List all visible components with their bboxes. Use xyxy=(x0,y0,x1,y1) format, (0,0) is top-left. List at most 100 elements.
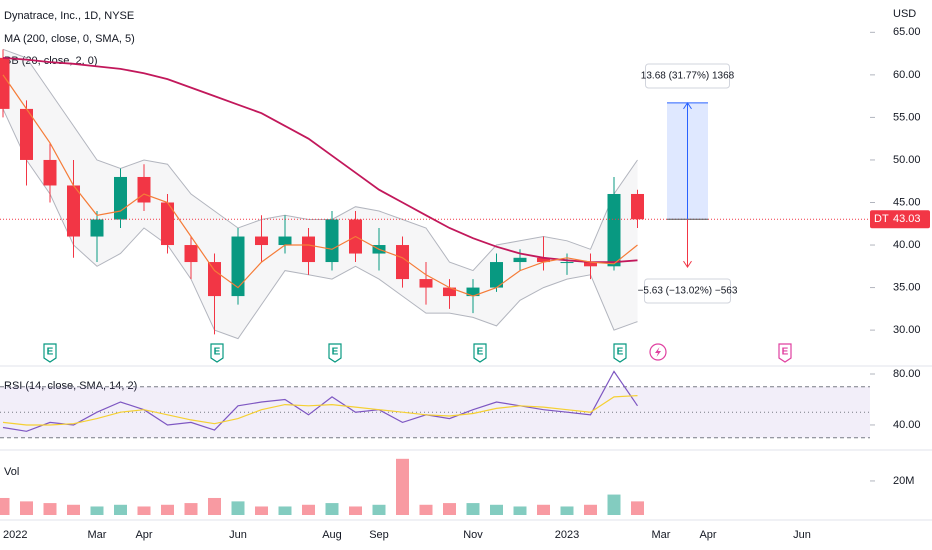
earnings-icon xyxy=(473,343,487,363)
candle-body xyxy=(513,257,527,263)
candle-body xyxy=(161,202,174,246)
volume-bar xyxy=(396,458,409,515)
volume-bar xyxy=(255,506,268,515)
x-tick-label: Jun xyxy=(229,529,247,541)
x-tick-label: Aug xyxy=(322,529,342,541)
last-price-value: 43.03 xyxy=(893,213,921,225)
earnings-label: E xyxy=(214,347,221,358)
currency-label: USD xyxy=(893,8,916,20)
volume-bar xyxy=(537,504,550,515)
measure-label-box xyxy=(644,278,731,304)
volume-bar xyxy=(302,504,315,515)
candle-body xyxy=(208,262,221,297)
y-tick-label: 40.00 xyxy=(893,419,921,431)
y-tick-label: 40.00 xyxy=(893,239,921,251)
volume-bar xyxy=(631,501,644,515)
chart-title: Dynatrace, Inc., 1D, NYSE xyxy=(4,10,134,22)
y-tick-label: 55.00 xyxy=(893,111,921,123)
earnings-label: E xyxy=(47,347,54,358)
ma-line xyxy=(2,57,638,263)
y-tick-label: 60.00 xyxy=(893,69,921,81)
volume-bar xyxy=(67,504,80,515)
candle-body xyxy=(443,287,456,297)
candle-body xyxy=(184,245,198,263)
volume-bar xyxy=(137,506,151,515)
volume-bar xyxy=(607,494,621,515)
rsi-title: RSI (14, close, SMA, 14, 2) xyxy=(4,380,137,392)
candle-body xyxy=(396,245,409,280)
earnings-icon xyxy=(778,343,792,363)
earnings-icon xyxy=(43,343,57,363)
volume-bar xyxy=(0,497,10,515)
earnings-label: E xyxy=(782,347,789,358)
measure-label: 13.68 (31.77%) 1368 xyxy=(641,71,735,82)
candle-body xyxy=(607,193,621,267)
last-price-tag xyxy=(870,210,930,229)
volume-bar xyxy=(114,504,127,515)
earnings-label: E xyxy=(617,347,624,358)
candle-body xyxy=(0,57,10,109)
y-tick-label: 65.00 xyxy=(893,26,921,38)
candle-body xyxy=(537,257,550,263)
measure-arrowhead xyxy=(683,260,692,269)
earnings-icon xyxy=(328,343,342,363)
volume-bar xyxy=(584,504,597,515)
x-tick-label: Mar xyxy=(652,529,671,541)
x-tick-label: Mar xyxy=(88,529,107,541)
candle-body xyxy=(43,159,57,186)
volume-bar xyxy=(20,501,33,515)
bb-band xyxy=(3,49,638,339)
x-tick-label: Apr xyxy=(135,529,152,541)
volume-bar xyxy=(372,504,386,515)
earnings-icon xyxy=(613,343,627,363)
rsi-line xyxy=(2,395,638,426)
volume-bar xyxy=(208,497,221,515)
x-tick-label: Jun xyxy=(793,529,811,541)
earnings-label: E xyxy=(477,347,484,358)
y-tick-label: 80.00 xyxy=(893,368,921,380)
candle-body xyxy=(90,219,104,237)
x-tick-label: 2023 xyxy=(555,529,579,541)
volume-bar xyxy=(325,503,339,515)
candle-body xyxy=(137,176,151,203)
candle-body xyxy=(278,236,292,246)
candle-body xyxy=(490,262,503,288)
bb-basis xyxy=(2,74,638,297)
measure-label-box xyxy=(645,63,730,89)
bb-upper xyxy=(2,48,638,272)
bb-lower xyxy=(2,108,638,340)
rsi-line xyxy=(2,370,638,432)
volume-bar xyxy=(466,503,480,515)
x-tick-label: Sep xyxy=(369,529,389,541)
y-tick-label: 30.00 xyxy=(893,324,921,336)
candle-body xyxy=(302,236,315,263)
earnings-icon xyxy=(210,343,224,363)
candle-body xyxy=(231,236,245,297)
volume-bar xyxy=(349,506,362,515)
rsi-band-fill xyxy=(0,386,870,438)
candle-body xyxy=(560,262,574,264)
candle-body xyxy=(631,193,644,220)
measure-label: −5.63 (−13.02%) −563 xyxy=(638,286,738,297)
candle-body xyxy=(114,176,127,220)
volume-bar xyxy=(90,506,104,515)
volume-bar xyxy=(278,506,292,515)
volume-title: Vol xyxy=(4,466,19,478)
volume-bar xyxy=(513,506,527,515)
y-tick-label: 20M xyxy=(893,475,914,487)
candle-body xyxy=(584,262,597,267)
candle-body xyxy=(255,236,268,246)
dividend-icon xyxy=(649,343,667,361)
candle-body xyxy=(419,279,433,288)
volume-bar xyxy=(184,503,198,515)
x-tick-label: Apr xyxy=(699,529,716,541)
volume-bar xyxy=(231,501,245,515)
candle-body xyxy=(466,287,480,297)
candle-body xyxy=(20,108,33,160)
volume-bar xyxy=(560,506,574,515)
x-tick-label: 2022 xyxy=(3,529,27,541)
volume-bar xyxy=(161,504,174,515)
y-tick-label: 50.00 xyxy=(893,154,921,166)
